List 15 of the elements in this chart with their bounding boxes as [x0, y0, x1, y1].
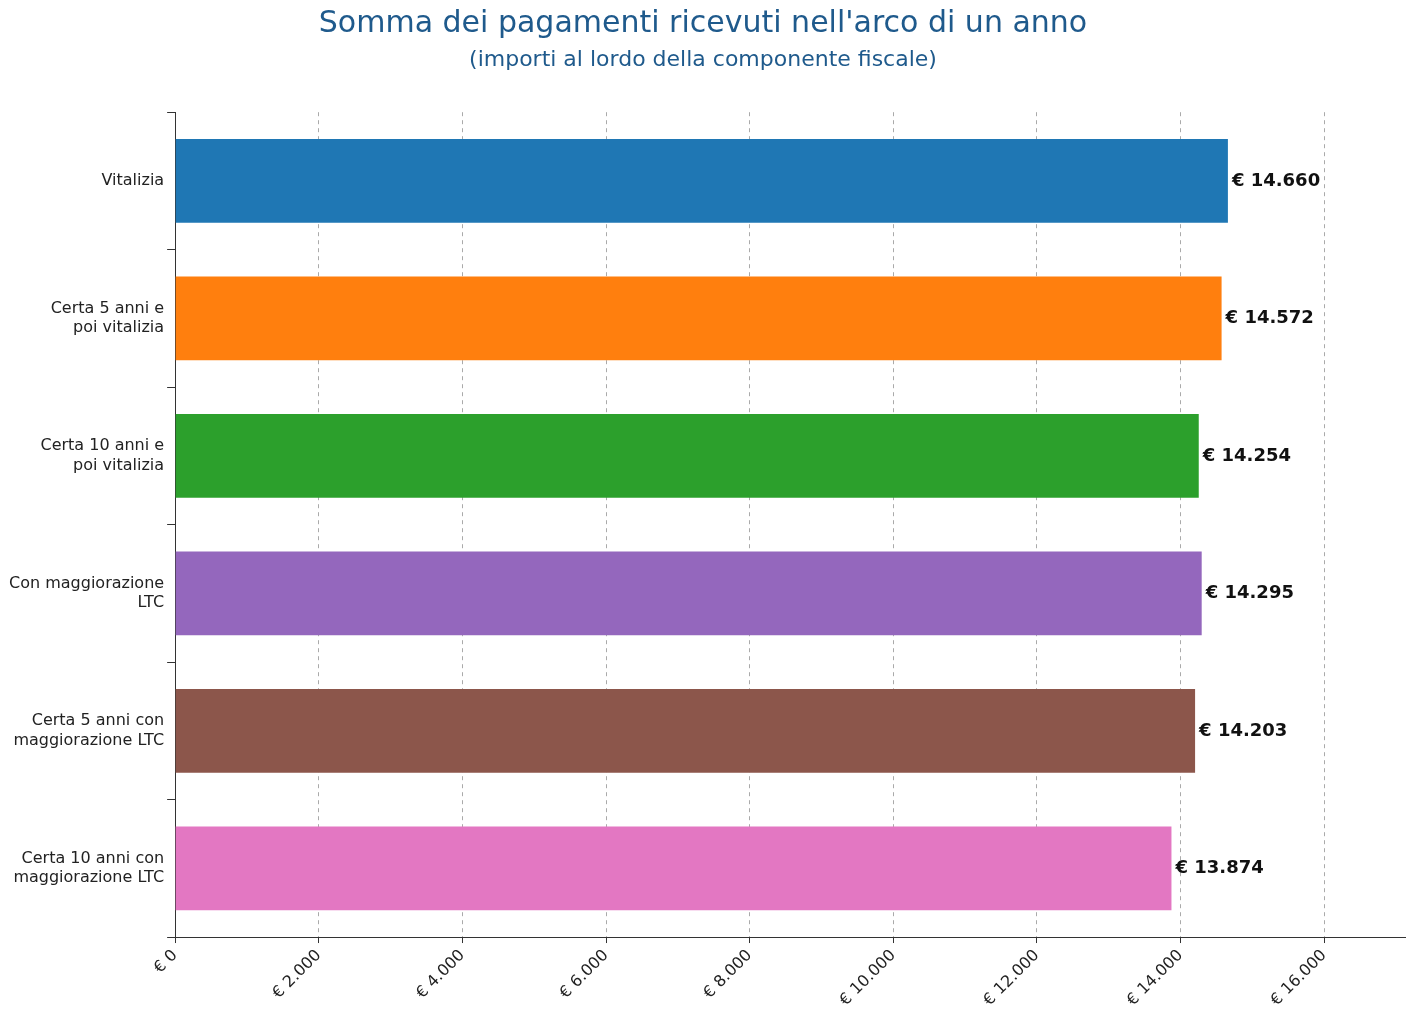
y-tick-label: Certa 5 anni con maggiorazione LTC [13, 710, 165, 749]
data-label: € 13.874 [1174, 855, 1264, 877]
y-tick-label: Certa 5 anni e poi vitalizia [50, 297, 165, 337]
chart-subtitle: (importi al lordo della componente fiscale) [468, 46, 938, 71]
data-label: € 14.295 [1204, 581, 1294, 603]
data-label: € 14.660 [1230, 168, 1321, 190]
y-tick-label: Certa 10 anni e poi vitalizia [40, 435, 165, 474]
y-tick-label: Certa 10 anni con maggiorazione LTC [13, 847, 165, 887]
data-label: € 14.203 [1198, 718, 1288, 740]
chart-title: Somma dei pagamenti ricevuti nell'arco di un anno [317, 4, 1089, 39]
y-tick-label: Con maggiorazione LTC [9, 572, 165, 612]
data-label: € 14.254 [1201, 443, 1292, 465]
data-label: € 14.572 [1224, 306, 1314, 328]
x-tick-label: € 0 [149, 945, 181, 977]
y-tick-label: Vitalizia [101, 170, 165, 190]
